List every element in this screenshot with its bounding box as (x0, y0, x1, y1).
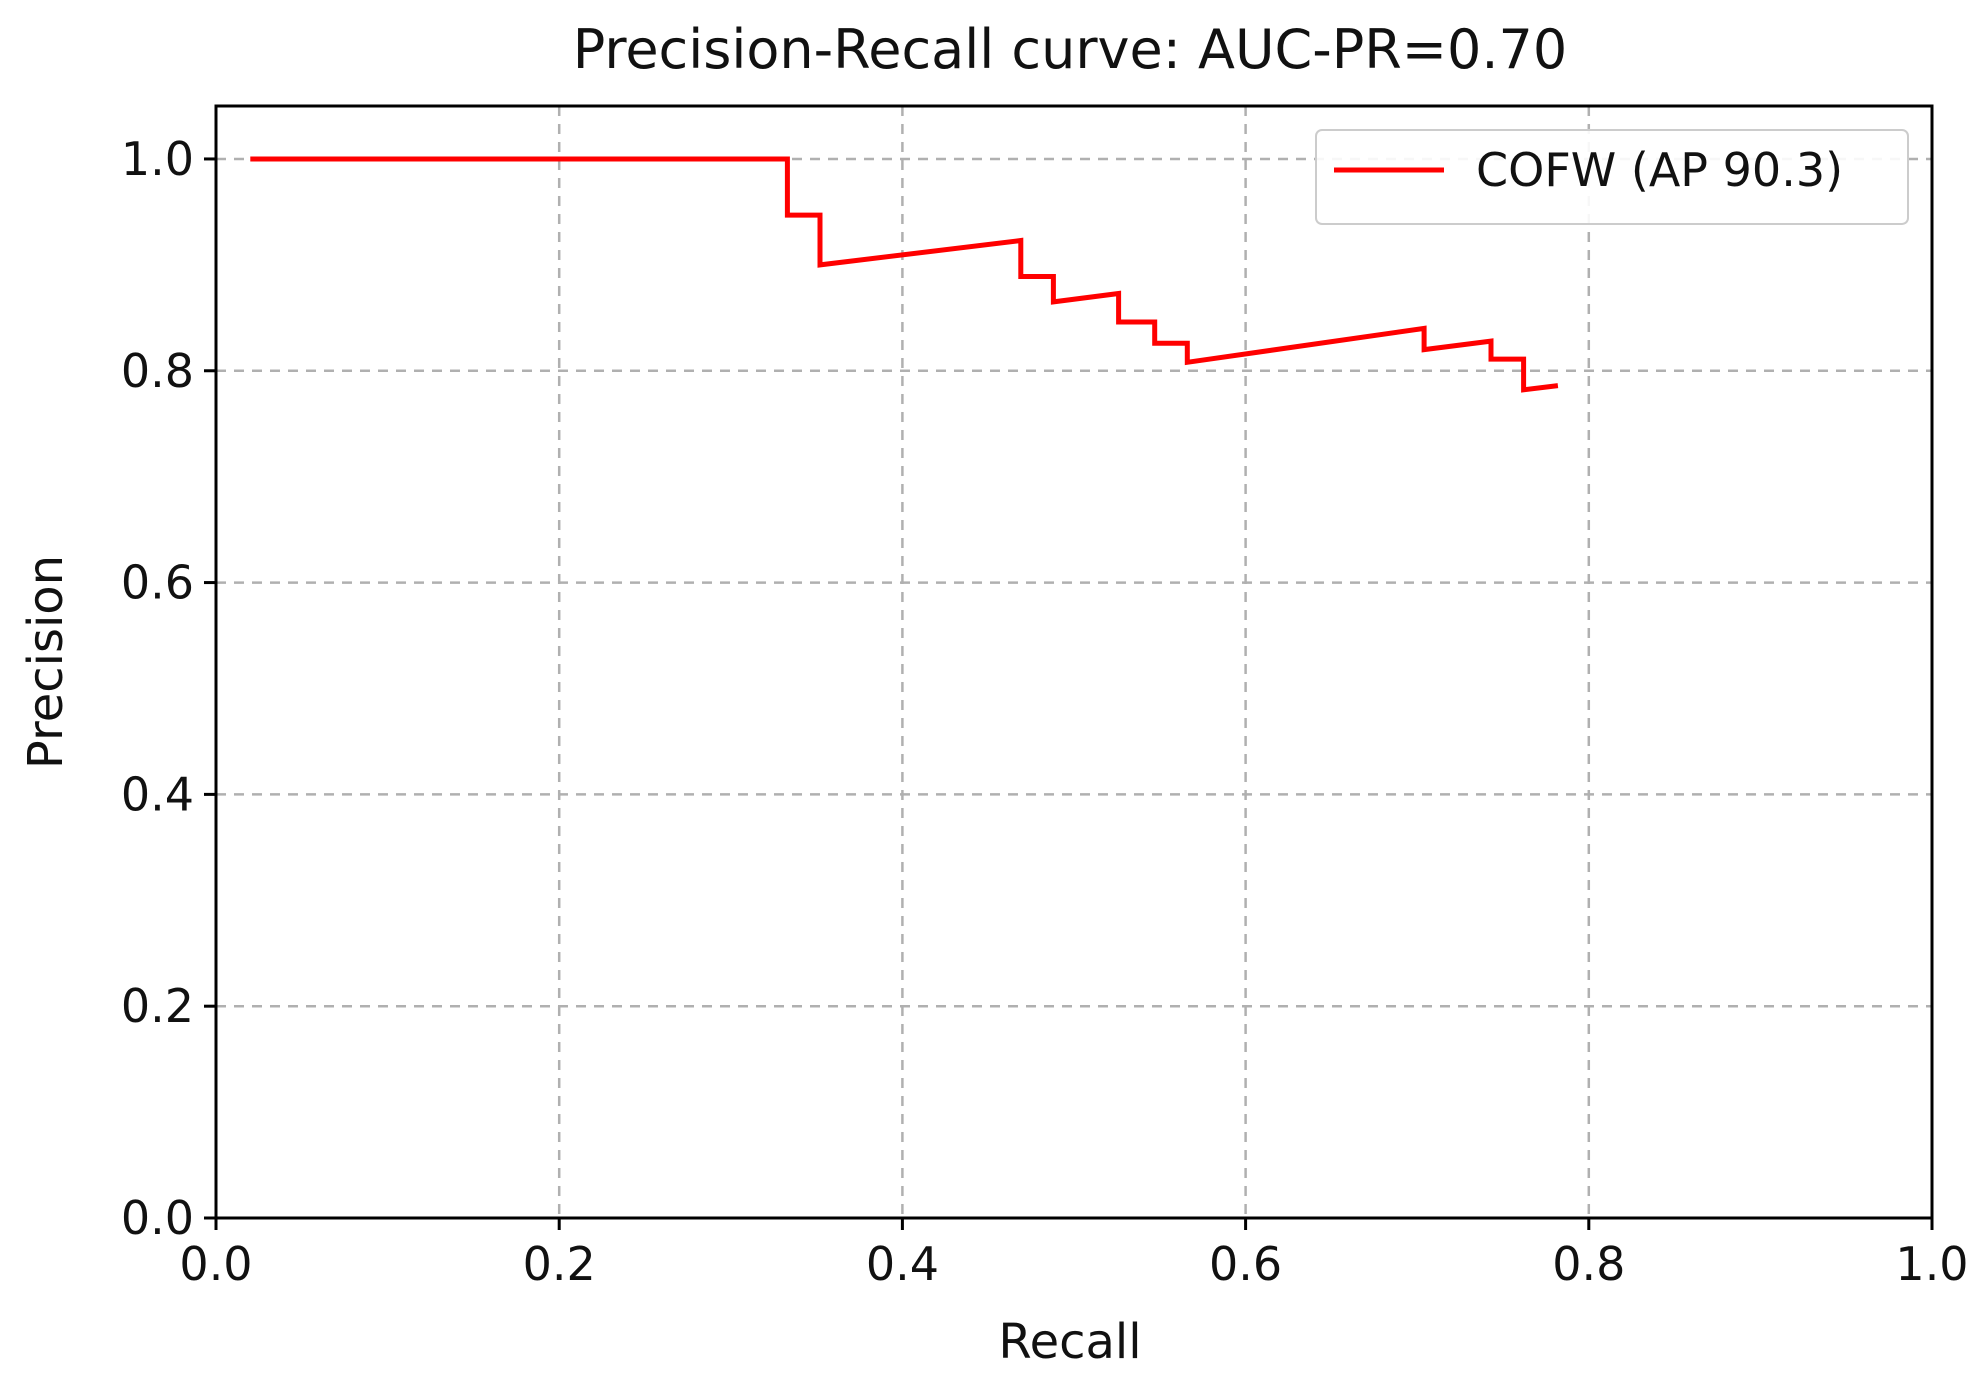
y-tick-label: 0.8 (121, 344, 194, 398)
x-tick-label: 0.6 (1209, 1237, 1282, 1291)
legend-box (1315, 129, 1909, 225)
tick-layer: 0.0 0.2 0.4 0.6 0.8 1.0 0.0 0.2 0.4 0.6 0.8 1.0 (121, 132, 1969, 1291)
y-tick-label: 0.4 (121, 767, 194, 821)
y-tick-label: 0.0 (121, 1191, 194, 1245)
grid-layer (216, 106, 1932, 1218)
plot-frame (214, 104, 1934, 1220)
series-line-0 (250, 156, 1559, 393)
y-tick-label: 0.2 (121, 979, 194, 1033)
y-axis-label: Precision (18, 555, 74, 769)
legend-entry-label: COFW (AP 90.3) (1476, 143, 1843, 197)
x-tick-label: 0.0 (179, 1237, 252, 1291)
x-tick-label: 0.8 (1552, 1237, 1625, 1291)
y-tick-label: 1.0 (121, 132, 194, 186)
y-tick-label: 0.6 (121, 556, 194, 610)
chart-title: Precision-Recall curve: AUC-PR=0.70 (573, 18, 1568, 81)
x-axis-label: Recall (998, 1314, 1141, 1370)
x-tick-label: 0.2 (523, 1237, 596, 1291)
legend: COFW (AP 90.3) (1315, 129, 1909, 225)
x-tick-label: 1.0 (1895, 1237, 1968, 1291)
series-layer (250, 156, 1559, 393)
x-tick-label: 0.4 (866, 1237, 939, 1291)
